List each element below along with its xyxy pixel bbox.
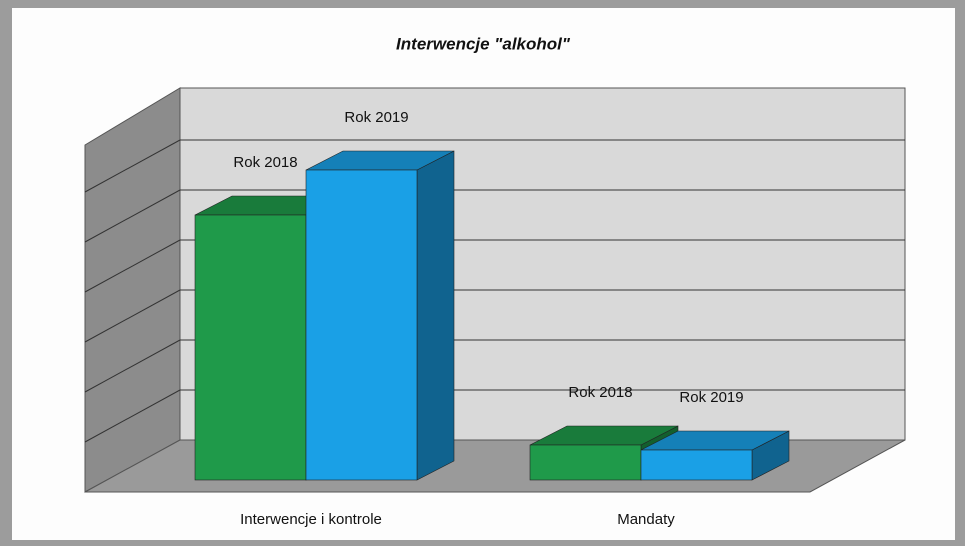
- data-label: Rok 2018: [568, 384, 632, 401]
- x-tick-label: Interwencje i kontrole: [240, 511, 382, 528]
- data-label: Rok 2018: [233, 154, 297, 171]
- bar-side: [416, 150, 455, 481]
- bar: [194, 214, 307, 481]
- x-tick-label: Mandaty: [617, 511, 675, 528]
- grid-line: [84, 139, 181, 193]
- left-wall: [84, 87, 181, 493]
- grid-line: [84, 289, 181, 343]
- bar: [529, 444, 642, 481]
- chart-title: Interwencje "alkohol": [396, 34, 571, 53]
- grid-line: [84, 339, 181, 393]
- bar: [305, 169, 418, 481]
- grid-line: [84, 189, 181, 243]
- grid-line: [84, 239, 181, 293]
- grid-line: [84, 389, 181, 443]
- bar: [640, 449, 753, 481]
- data-label: Rok 2019: [679, 389, 743, 406]
- data-label: Rok 2019: [344, 109, 408, 126]
